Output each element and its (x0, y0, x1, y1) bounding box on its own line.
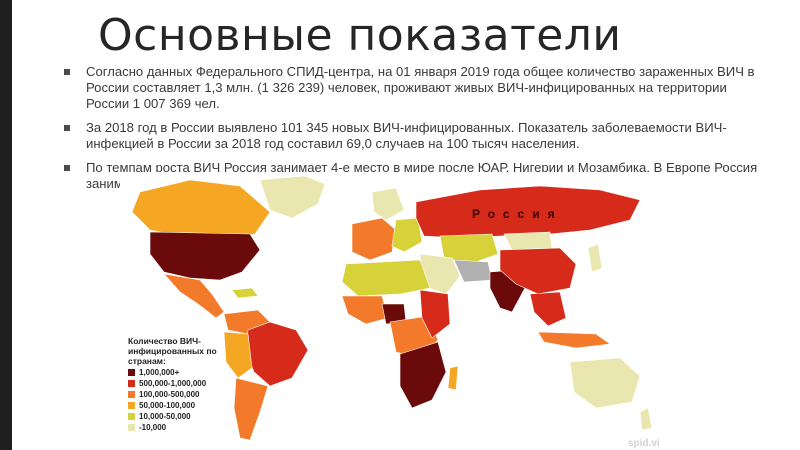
bullet-marker (64, 125, 70, 131)
legend-item: -10,000 (128, 423, 238, 432)
legend-item: 50,000-100,000 (128, 401, 238, 410)
bullet-marker (64, 165, 70, 171)
region-southeast-asia (529, 291, 567, 327)
legend-swatch (128, 380, 135, 387)
legend-label: 50,000-100,000 (139, 401, 196, 410)
region-china (499, 247, 577, 295)
bullet-item: Согласно данных Федерального СПИД-центра… (64, 64, 764, 112)
region-new-zealand (639, 407, 653, 431)
legend-item: 100,000-500,000 (128, 390, 238, 399)
legend-swatch (128, 424, 135, 431)
region-australia (569, 357, 641, 409)
russia-label: Россия (472, 207, 563, 221)
legend-label: 1,000,000+ (139, 368, 180, 377)
legend-label: -10,000 (139, 423, 167, 432)
region-west-africa (341, 295, 389, 325)
bullet-text: За 2018 год в России выявлено 101 345 но… (86, 120, 727, 151)
bullet-text: Согласно данных Федерального СПИД-центра… (86, 64, 755, 111)
world-map-graphic (131, 175, 653, 441)
region-scandinavia (371, 187, 405, 221)
region-japan (587, 243, 603, 273)
bullet-item: За 2018 год в России выявлено 101 345 но… (64, 120, 764, 152)
region-north-africa (341, 259, 431, 297)
legend-label: 500,000-1,000,000 (139, 379, 207, 388)
legend-swatch (128, 402, 135, 409)
region-eastern-europe (391, 217, 423, 253)
slide-accent-bar (0, 0, 12, 450)
region-east-africa (419, 289, 451, 339)
legend-swatch (128, 413, 135, 420)
region-brazil (245, 321, 309, 387)
region-iran-afghan (453, 259, 493, 283)
bullet-marker (64, 69, 70, 75)
region-argentina-chile (233, 377, 269, 441)
region-usa (149, 231, 261, 281)
legend-swatch (128, 369, 135, 376)
region-canada (131, 179, 271, 239)
slide-title: Основные показатели (98, 10, 622, 61)
region-central-asia (439, 233, 499, 265)
map-source: spid.vich.anon.ru (628, 438, 660, 449)
map-legend: Количество ВИЧ-инфицированных по странам… (128, 336, 238, 432)
region-caribbean (231, 287, 259, 299)
world-hiv-map: Россия Количество ВИЧ-инфицированных по … (120, 172, 660, 450)
region-western-europe (351, 217, 397, 261)
legend-swatch (128, 391, 135, 398)
region-southern-africa (399, 341, 447, 409)
region-mongolia (503, 231, 553, 251)
region-mexico (163, 273, 225, 319)
region-russia (415, 185, 641, 239)
region-greenland (259, 175, 326, 219)
legend-label: 100,000-500,000 (139, 390, 200, 399)
legend-title: Количество ВИЧ-инфицированных по странам… (128, 336, 217, 366)
legend-label: 10,000-50,000 (139, 412, 191, 421)
region-madagascar (447, 365, 459, 391)
region-peru-bolivia (223, 331, 253, 379)
legend-item: 10,000-50,000 (128, 412, 238, 421)
region-indonesia (537, 331, 611, 349)
legend-item: 1,000,000+ (128, 368, 238, 377)
legend-item: 500,000-1,000,000 (128, 379, 238, 388)
